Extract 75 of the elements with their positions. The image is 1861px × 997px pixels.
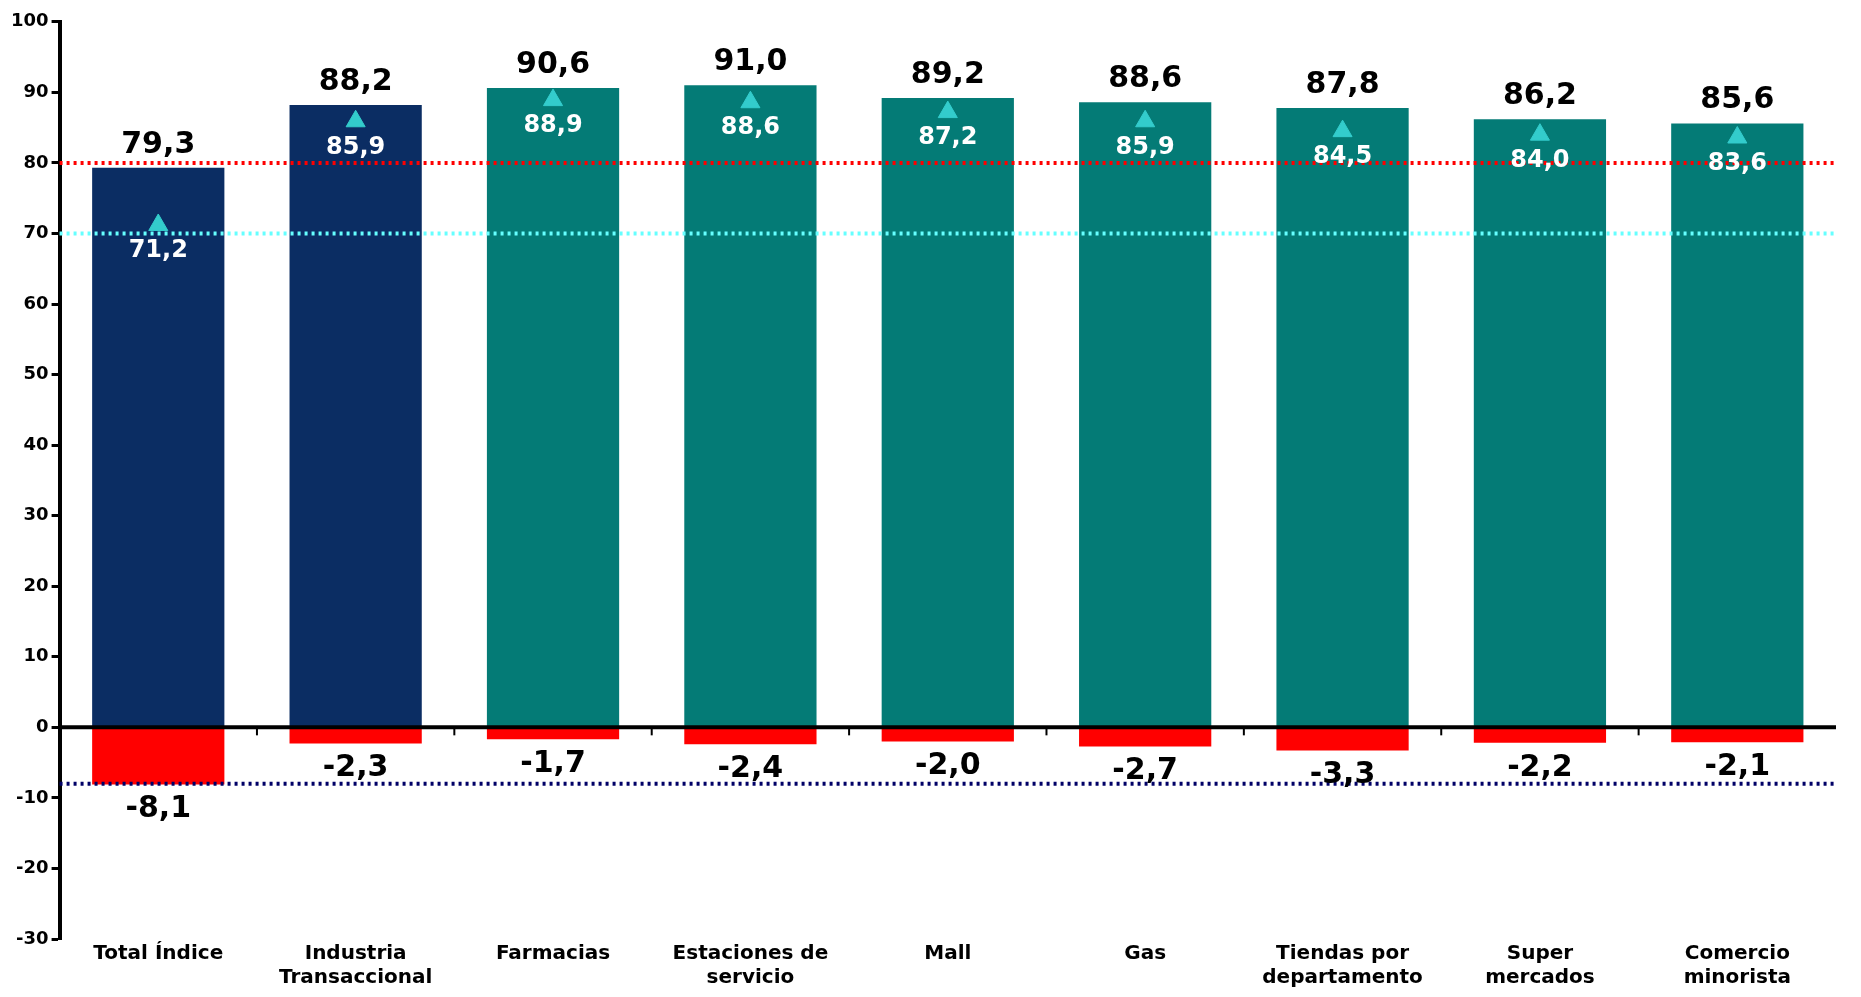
bar: [684, 85, 817, 727]
x-tick-label: Mall: [924, 940, 972, 965]
y-tick-label: 60: [23, 291, 49, 313]
x-tick-label: Farmacias: [495, 940, 611, 965]
point: [937, 100, 958, 119]
y-tick-label: -10: [16, 785, 49, 807]
bar: [1473, 727, 1607, 743]
x-tick-label: Gas: [1124, 940, 1167, 965]
y-tick-label: -20: [16, 856, 49, 878]
data-label: -2,4: [717, 749, 784, 785]
data-label: 85,6: [1700, 80, 1775, 116]
x-tick-label: Comercio minorista: [1683, 940, 1791, 989]
data-label: 71,2: [128, 235, 188, 264]
data-label: 86,2: [1502, 75, 1577, 111]
point: [345, 109, 366, 128]
y-tick-label: 100: [11, 9, 49, 31]
bar: [684, 727, 817, 745]
data-label: -2,3: [322, 748, 389, 784]
y-tick-label: 90: [23, 80, 49, 102]
data-label: 89,2: [910, 54, 985, 90]
bar: [92, 727, 225, 785]
bar: [1473, 119, 1607, 727]
y-tick-label: 40: [23, 432, 49, 454]
y-tick-label: 50: [23, 362, 49, 384]
x-tick-label: Estaciones de servicio: [672, 940, 829, 989]
data-label: -2,2: [1507, 747, 1573, 783]
y-tick-label: 0: [36, 715, 49, 737]
point: [1727, 126, 1748, 144]
y-tick-label: 80: [23, 150, 49, 172]
data-label: -8,1: [125, 789, 192, 825]
point: [1529, 123, 1550, 141]
data-label: 88,6: [1108, 59, 1183, 95]
data-label: -3,3: [1309, 755, 1376, 791]
bar: [881, 98, 1014, 727]
data-label: 90,6: [516, 44, 591, 80]
data-label: 87,8: [1305, 64, 1380, 100]
data-label: 88,2: [318, 61, 393, 97]
data-label: -2,0: [914, 746, 981, 782]
y-tick-label: 30: [23, 503, 49, 525]
y-tick-label: -30: [16, 926, 49, 948]
bar: [1079, 102, 1212, 727]
point: [740, 90, 761, 109]
bar: [1671, 727, 1804, 743]
x-tick-label: Tiendas por departamento: [1262, 940, 1423, 989]
data-label: 84,0: [1510, 144, 1570, 173]
bar: [92, 167, 225, 727]
data-label: 88,6: [720, 112, 781, 141]
data-label: 85,9: [326, 131, 386, 160]
data-label: 87,2: [918, 122, 978, 151]
point: [1135, 109, 1156, 128]
point: [543, 88, 564, 107]
x-tick-label: Super mercados: [1485, 940, 1595, 989]
data-label: 88,9: [523, 110, 583, 139]
bar: [289, 105, 422, 727]
data-label: 85,9: [1115, 131, 1175, 160]
bar: [289, 727, 422, 744]
y-tick-label: 70: [23, 221, 49, 243]
bar: [1671, 123, 1804, 727]
data-label: 84,5: [1312, 141, 1373, 170]
data-label: 83,6: [1707, 147, 1767, 176]
y-tick-label: 10: [23, 644, 49, 666]
bar: [486, 88, 620, 727]
data-label: -1,7: [520, 744, 586, 780]
point: [148, 213, 169, 231]
x-tick-label: Industria Transaccional: [278, 940, 433, 989]
bar: [1276, 107, 1409, 727]
data-label: 79,3: [121, 124, 196, 160]
x-tick-label: Total Índice: [93, 940, 224, 965]
point: [1332, 119, 1353, 138]
data-label: 91,0: [713, 42, 788, 78]
bar: [1079, 727, 1212, 747]
bar: [1276, 727, 1409, 751]
y-tick-label: 20: [23, 573, 49, 595]
data-label: -2,1: [1704, 746, 1771, 782]
data-label: -2,7: [1112, 751, 1178, 787]
